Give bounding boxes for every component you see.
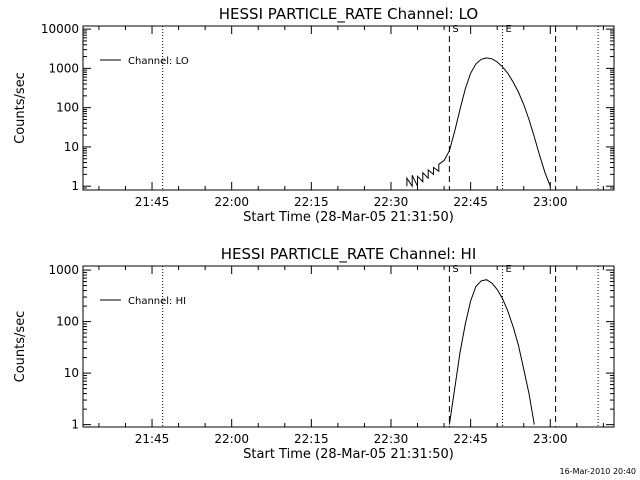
- x-axis-label: Start Time (28-Mar-05 21:31:50): [243, 210, 454, 225]
- series-line: [406, 57, 551, 188]
- x-tick-label: 22:00: [214, 432, 249, 446]
- series-line: [448, 279, 535, 425]
- y-axis-label: Counts/sec: [13, 72, 28, 144]
- y-tick-label: 10: [64, 140, 79, 154]
- x-axis-label: Start Time (28-Mar-05 21:31:50): [243, 447, 454, 462]
- plot-frame: [82, 265, 615, 428]
- chart-title: HESSI PARTICLE_RATE Channel: LO: [219, 5, 478, 24]
- x-tick-label: 22:45: [453, 195, 488, 209]
- y-tick-label: 1: [71, 418, 79, 432]
- y-tick-label: 10000: [41, 22, 79, 36]
- time-marker-label: S: [452, 24, 458, 35]
- footer-timestamp: 16-Mar-2010 20:40: [560, 467, 637, 476]
- y-tick-label: 1000: [48, 61, 79, 75]
- chart-panel-hi: HESSI PARTICLE_RATE Channel: HI 21:45 22:0…: [13, 245, 615, 462]
- legend-label: Channel: LO: [128, 56, 189, 67]
- x-tick-label: 23:00: [533, 195, 568, 209]
- x-tick-label: 22:00: [214, 195, 249, 209]
- x-tick-label: 22:15: [294, 432, 329, 446]
- y-tick-label: 10: [64, 366, 79, 380]
- chart-title: HESSI PARTICLE_RATE Channel: HI: [221, 245, 477, 264]
- y-tick-label: 100: [56, 315, 79, 329]
- time-marker-label: E: [505, 24, 511, 35]
- y-axis-label: Counts/sec: [13, 311, 28, 383]
- time-marker-label: S: [452, 264, 458, 275]
- x-tick-label: 22:30: [374, 432, 409, 446]
- legend-label: Channel: HI: [128, 296, 186, 307]
- chart-panel-lo: HESSI PARTICLE_RATE Channel: LO 21:45 22:0…: [13, 5, 615, 225]
- x-tick-label: 23:00: [533, 432, 568, 446]
- x-tick-label: 21:45: [135, 432, 170, 446]
- y-tick-label: 100: [56, 101, 79, 115]
- y-tick-label: 1: [71, 179, 79, 193]
- x-tick-label: 21:45: [135, 195, 170, 209]
- time-marker-label: E: [505, 264, 511, 275]
- x-tick-label: 22:45: [453, 432, 488, 446]
- x-tick-label: 22:15: [294, 195, 329, 209]
- y-tick-label: 1000: [48, 263, 79, 277]
- x-tick-label: 22:30: [374, 195, 409, 209]
